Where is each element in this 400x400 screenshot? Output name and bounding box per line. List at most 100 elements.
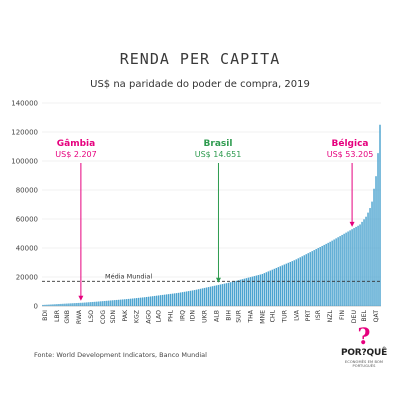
world-average-line: Média Mundial bbox=[42, 272, 381, 282]
bar bbox=[295, 259, 297, 306]
bar bbox=[193, 290, 196, 306]
x-tick-label: QAT bbox=[373, 310, 380, 323]
bar bbox=[243, 278, 246, 306]
bar bbox=[147, 296, 150, 306]
reference-label: Média Mundial bbox=[105, 272, 152, 280]
bar bbox=[56, 304, 58, 306]
x-tick-labels: BDI LBR GNB RWA LSO COG SDN PAK KGZ AGO LAO PHL IRQ I… bbox=[42, 309, 380, 324]
bar bbox=[375, 176, 377, 306]
x-tick-label: RWA bbox=[76, 309, 83, 324]
x-tick-label: PAK bbox=[122, 309, 129, 322]
bar bbox=[92, 301, 94, 306]
x-tick-label: PHL bbox=[168, 309, 175, 321]
bar bbox=[271, 269, 274, 306]
bar bbox=[145, 296, 148, 306]
bar bbox=[90, 302, 92, 306]
x-tick-label: IRQ bbox=[180, 310, 187, 321]
logo-tagline: ECONOMÊS EM BOM PORTUGUÊS bbox=[344, 360, 384, 368]
bar bbox=[237, 280, 240, 306]
bar bbox=[273, 268, 276, 306]
bar bbox=[137, 297, 140, 306]
bar bbox=[359, 224, 361, 306]
bar bbox=[213, 285, 216, 306]
bar bbox=[355, 226, 357, 306]
bar bbox=[50, 304, 52, 306]
bar bbox=[307, 253, 309, 306]
bar bbox=[217, 284, 220, 306]
bar bbox=[353, 228, 355, 306]
x-tick-label: ALB bbox=[213, 310, 220, 322]
bar bbox=[369, 208, 371, 306]
x-tick-label: CHL bbox=[269, 309, 276, 322]
bar bbox=[171, 293, 174, 306]
bar bbox=[333, 239, 335, 306]
bar bbox=[291, 261, 293, 306]
bar bbox=[80, 302, 82, 306]
bar bbox=[76, 303, 78, 306]
bar bbox=[116, 299, 118, 306]
x-tick-label: THA bbox=[247, 309, 254, 323]
x-tick-label: ISR bbox=[315, 309, 322, 320]
bar bbox=[293, 260, 295, 306]
bar bbox=[227, 282, 230, 306]
bar bbox=[132, 298, 134, 306]
bar bbox=[323, 244, 325, 306]
bar bbox=[235, 280, 238, 306]
bar bbox=[257, 275, 260, 306]
arrow-head-icon bbox=[215, 277, 221, 283]
chart-subtitle: US$ na paridade do poder de compra, 2019 bbox=[90, 79, 310, 90]
bar bbox=[58, 304, 60, 306]
bar bbox=[329, 241, 331, 306]
bar bbox=[265, 272, 268, 306]
annotation-name: Bélgica bbox=[332, 138, 369, 149]
bar bbox=[130, 298, 132, 306]
bar bbox=[341, 234, 343, 306]
bar bbox=[102, 301, 104, 306]
bar bbox=[231, 281, 234, 306]
bar bbox=[100, 301, 102, 306]
bar bbox=[317, 248, 319, 306]
bar bbox=[181, 292, 184, 306]
y-tick-labels: 0 20000 40000 60000 80000 100000 120000 140000 bbox=[11, 99, 38, 310]
x-tick-label: LBR bbox=[54, 309, 61, 322]
y-tick-label: 20000 bbox=[16, 273, 38, 281]
x-tick-label: AGO bbox=[146, 310, 153, 324]
bar bbox=[209, 286, 212, 306]
bar bbox=[74, 303, 76, 306]
bar bbox=[313, 250, 315, 306]
bar bbox=[86, 302, 88, 306]
bar bbox=[377, 153, 379, 306]
arrow-head-icon bbox=[349, 221, 355, 227]
bar bbox=[44, 304, 46, 306]
bar bbox=[203, 287, 206, 306]
bar bbox=[88, 302, 90, 306]
bar bbox=[139, 297, 142, 306]
x-tick-label: BIH bbox=[225, 310, 232, 321]
bar bbox=[70, 303, 72, 306]
bar bbox=[114, 300, 116, 306]
bar bbox=[60, 303, 62, 306]
bar bbox=[195, 289, 198, 306]
bar bbox=[325, 243, 327, 306]
bar bbox=[143, 297, 146, 306]
bar bbox=[120, 299, 122, 306]
x-tick-label: COG bbox=[100, 310, 107, 324]
bar bbox=[112, 300, 114, 306]
bar bbox=[136, 298, 138, 306]
y-tick-label: 120000 bbox=[11, 128, 38, 136]
bar bbox=[367, 212, 369, 306]
bar bbox=[379, 124, 381, 306]
bar bbox=[229, 282, 232, 306]
bar bbox=[151, 296, 154, 306]
bar bbox=[263, 273, 266, 306]
bar bbox=[365, 216, 367, 306]
bar bbox=[219, 284, 222, 306]
bar bbox=[281, 265, 284, 306]
bar bbox=[155, 295, 158, 306]
bar bbox=[361, 221, 363, 306]
bar bbox=[197, 289, 200, 306]
bar bbox=[82, 302, 84, 306]
bar bbox=[287, 262, 289, 306]
bar bbox=[126, 299, 128, 306]
bar bbox=[122, 299, 124, 306]
